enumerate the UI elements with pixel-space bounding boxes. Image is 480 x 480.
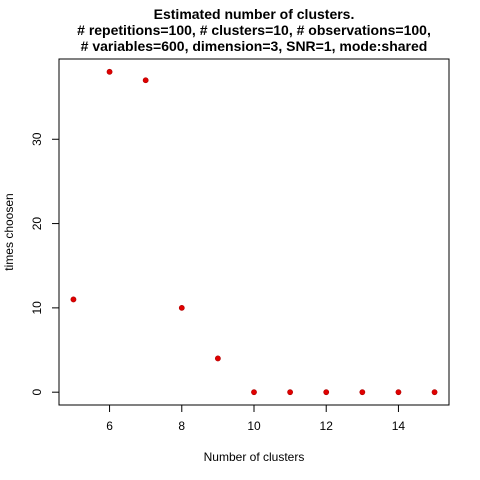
data-point	[395, 389, 402, 396]
x-tick-label: 12	[320, 419, 334, 433]
data-point	[142, 77, 149, 84]
x-tick-label: 10	[247, 419, 261, 433]
data-points	[70, 68, 438, 396]
x-tick-label: 6	[106, 419, 113, 433]
data-point	[106, 68, 113, 75]
data-point	[251, 389, 257, 396]
x-axis-label: Number of clusters	[204, 450, 305, 464]
x-tick-label: 14	[392, 419, 406, 433]
chart-title-line-3: # variables=600, dimension=3, SNR=1, mod…	[81, 38, 428, 54]
data-point	[287, 389, 294, 396]
y-tick-label: 10	[30, 301, 44, 315]
data-point	[359, 389, 366, 396]
x-axis: 6 8 10 12 14	[106, 404, 406, 433]
data-point	[323, 389, 330, 396]
x-tick-label: 8	[178, 419, 185, 433]
data-point	[70, 296, 77, 303]
chart-title-line-1: Estimated number of clusters.	[154, 6, 355, 22]
y-axis-label: times choosen	[2, 193, 16, 270]
y-tick-label: 30	[30, 132, 44, 146]
y-tick-label: 20	[30, 217, 44, 231]
chart-title: Estimated number of clusters. # repetiti…	[77, 6, 431, 54]
y-tick-label: 0	[30, 389, 44, 396]
data-point	[214, 355, 221, 362]
plot-area-frame	[58, 58, 450, 406]
data-point	[431, 389, 438, 396]
chart-title-line-2: # repetitions=100, # clusters=10, # obse…	[77, 22, 431, 38]
y-axis: 0 10 20 30	[30, 132, 60, 396]
data-point	[178, 304, 185, 311]
